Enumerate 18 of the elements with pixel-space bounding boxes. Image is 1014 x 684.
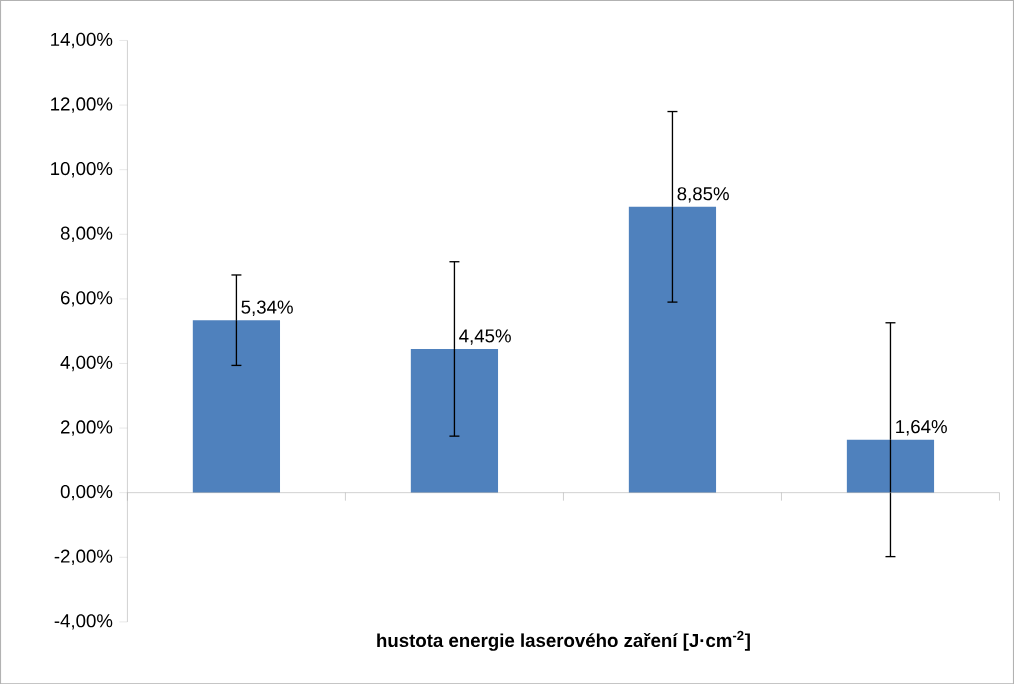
y-tick-label: 4,00% — [60, 355, 113, 372]
y-tick-label: -2,00% — [54, 549, 113, 565]
y-tick-label: 6,00% — [61, 291, 113, 307]
data-label: 5,34% — [241, 300, 293, 316]
y-tick-label: 14,00% — [51, 32, 113, 49]
y-tick-label: 2,00% — [61, 420, 113, 436]
data-label: 1,64% — [896, 419, 947, 436]
data-label: 8,85% — [677, 186, 729, 203]
bar — [192, 320, 281, 493]
y-tick-label: 12,00% — [51, 97, 113, 113]
y-tick-label: 10,00% — [51, 161, 113, 178]
y-tick-label: 8,00% — [60, 226, 113, 242]
bar — [846, 439, 935, 493]
y-tick-label: 0,00% — [60, 484, 113, 501]
text: hustota energie laserového zaření [J·cm$^{-2}$] — [377, 630, 750, 651]
data-label: 4,45% — [459, 329, 511, 345]
bar — [628, 206, 717, 493]
y-tick-label: -4,00% — [54, 613, 113, 630]
